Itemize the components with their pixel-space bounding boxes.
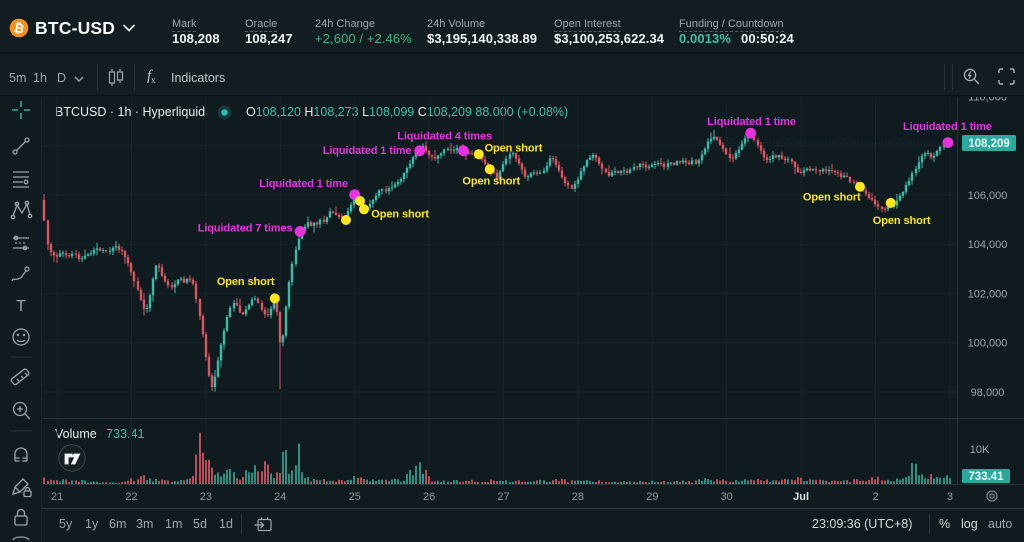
svg-text:Liquidated 4 times: Liquidated 4 times xyxy=(397,130,492,142)
svg-text:Liquidated 1 time: Liquidated 1 time xyxy=(707,116,796,128)
svg-text:22: 22 xyxy=(125,491,137,503)
svg-text:10K: 10K xyxy=(970,444,990,456)
svg-text:Liquidated 1 time: Liquidated 1 time xyxy=(259,178,348,190)
svg-text:Liquidated 1 time: Liquidated 1 time xyxy=(323,145,412,157)
svg-text:Open short: Open short xyxy=(371,209,429,221)
svg-text:2: 2 xyxy=(872,491,878,503)
svg-text:Open short: Open short xyxy=(462,176,520,188)
svg-text:102,000: 102,000 xyxy=(968,288,1008,300)
svg-text:Jul: Jul xyxy=(793,491,809,503)
svg-text:Liquidated 1 time: Liquidated 1 time xyxy=(903,121,992,133)
svg-text:3: 3 xyxy=(947,491,953,503)
svg-text:25: 25 xyxy=(349,491,361,503)
svg-text:733.41: 733.41 xyxy=(968,471,1004,483)
svg-text:30: 30 xyxy=(721,491,733,503)
svg-text:Liquidated 7 times: Liquidated 7 times xyxy=(198,223,293,235)
svg-text:Open short: Open short xyxy=(217,276,275,288)
svg-text:108,209: 108,209 xyxy=(968,138,1010,150)
svg-text:27: 27 xyxy=(497,491,509,503)
svg-text:21: 21 xyxy=(51,491,63,503)
svg-text:104,000: 104,000 xyxy=(968,239,1008,251)
svg-text:28: 28 xyxy=(572,491,584,503)
svg-text:98,000: 98,000 xyxy=(971,387,1005,399)
svg-text:29: 29 xyxy=(646,491,658,503)
svg-text:26: 26 xyxy=(423,491,435,503)
svg-text:₿: ₿ xyxy=(12,20,25,36)
svg-text:Open short: Open short xyxy=(873,215,931,227)
svg-text:T: T xyxy=(16,298,26,315)
svg-text:Open short: Open short xyxy=(803,191,861,203)
svg-text:110,000: 110,000 xyxy=(968,97,1007,103)
svg-text:Open short: Open short xyxy=(485,143,543,155)
svg-text:24: 24 xyxy=(274,491,286,503)
svg-text:106,000: 106,000 xyxy=(968,190,1008,202)
svg-text:100,000: 100,000 xyxy=(968,338,1008,350)
svg-text:23: 23 xyxy=(200,491,212,503)
